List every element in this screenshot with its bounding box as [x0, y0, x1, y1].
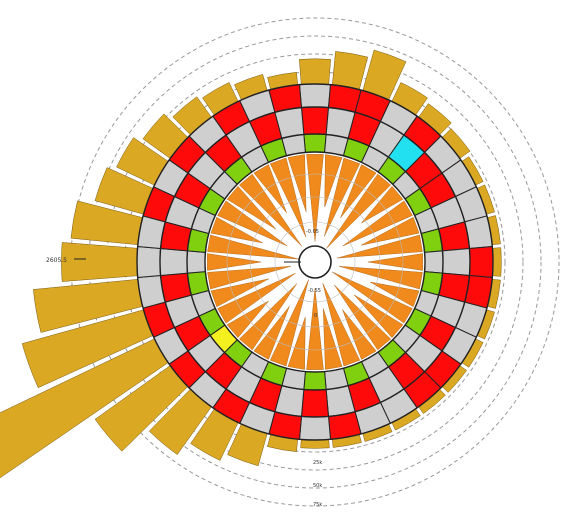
outer-bar — [61, 242, 138, 282]
spike — [340, 164, 377, 218]
outer-ring-segment — [298, 415, 332, 441]
spike — [342, 200, 413, 247]
spike — [269, 157, 307, 238]
spike — [287, 154, 307, 212]
inner-guide-circle — [249, 196, 381, 328]
outer-ring-segment — [136, 245, 162, 279]
spike — [334, 284, 391, 351]
middle-ring-segment — [300, 388, 330, 418]
bottom-tick-label-2: 50k — [313, 483, 322, 489]
spike — [226, 185, 277, 230]
spike — [306, 288, 324, 370]
spike — [342, 309, 377, 360]
inner-guide-circle — [226, 173, 404, 351]
spike — [324, 157, 361, 237]
spike — [239, 173, 302, 247]
bottom-tick-label-3: 75k — [313, 502, 322, 508]
middle-ring-segment — [300, 106, 330, 136]
spike — [207, 266, 292, 290]
inner-mid-label: -0.55 — [308, 288, 321, 294]
spike — [217, 200, 288, 247]
spike — [322, 308, 343, 370]
inner-ring-segment — [303, 133, 327, 153]
spike — [253, 164, 287, 214]
outer-ring-segment — [468, 245, 494, 279]
ring-border — [204, 151, 426, 373]
spike — [369, 281, 420, 308]
spike — [210, 216, 263, 244]
outer-ring-segment — [298, 83, 332, 109]
left-tick-label: 2605.5 — [46, 257, 67, 264]
outer-bar — [299, 58, 331, 85]
ring-border — [186, 133, 444, 391]
middle-ring-segment — [159, 247, 189, 277]
middle-ring-segment — [441, 247, 471, 277]
spike — [353, 294, 404, 339]
inner-guide-circle — [274, 221, 356, 303]
inner-top-label: -0.05 — [306, 229, 319, 235]
inner-bottom-label: 0 — [314, 313, 317, 319]
spike — [326, 173, 391, 249]
spike — [253, 306, 290, 360]
outer-bar — [300, 439, 330, 449]
spike — [367, 253, 423, 271]
inner-ring-segment — [303, 371, 327, 391]
spike — [207, 253, 262, 271]
outer-bar — [492, 247, 502, 277]
spike — [331, 271, 413, 324]
inner-ring-segment — [424, 250, 444, 274]
spike — [269, 279, 309, 367]
center-hub — [74, 83, 494, 441]
ring-border — [136, 83, 494, 441]
spike — [324, 154, 343, 208]
spike — [239, 283, 298, 351]
outer-bar — [332, 51, 369, 90]
spike — [287, 316, 306, 370]
spike — [338, 266, 423, 290]
bottom-tick-label-1: 25k — [313, 460, 322, 466]
ring-border — [159, 106, 471, 418]
inner-ring-segment — [186, 250, 206, 274]
hub-circle — [298, 245, 332, 279]
outer-bar-track — [0, 49, 502, 479]
spike — [306, 154, 324, 242]
